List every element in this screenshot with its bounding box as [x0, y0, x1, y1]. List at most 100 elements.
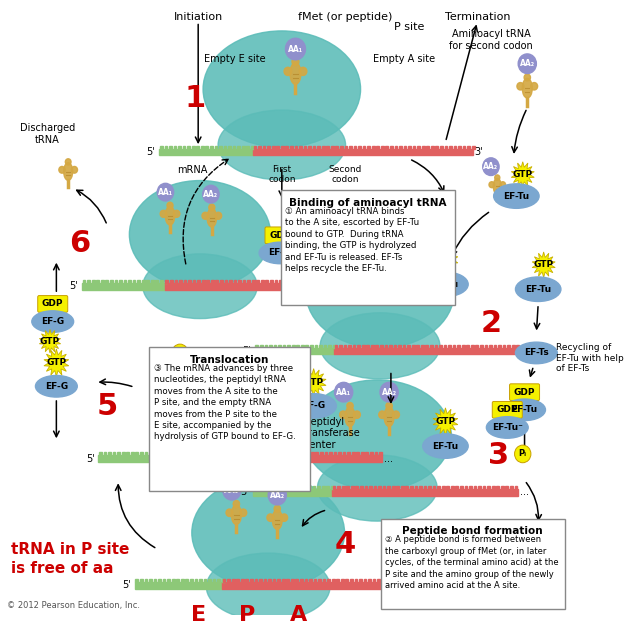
Text: EF-Tu⁻: EF-Tu⁻	[492, 423, 523, 432]
Bar	[362, 145, 366, 149]
Bar	[297, 280, 300, 283]
Ellipse shape	[240, 509, 247, 517]
Bar	[170, 280, 173, 283]
Bar	[300, 579, 303, 582]
Text: AA₁: AA₁	[158, 187, 173, 197]
Bar	[278, 345, 281, 347]
Bar	[460, 486, 463, 488]
Bar	[145, 453, 147, 455]
Bar	[202, 453, 205, 455]
Bar	[418, 579, 421, 582]
Bar	[374, 486, 376, 488]
Bar	[400, 579, 403, 582]
Ellipse shape	[340, 411, 347, 418]
Circle shape	[518, 54, 536, 73]
Text: GDP: GDP	[42, 300, 63, 308]
Bar	[498, 345, 501, 347]
Bar	[322, 486, 324, 488]
Bar	[242, 145, 245, 149]
Bar	[233, 453, 237, 455]
Bar	[288, 280, 291, 283]
Ellipse shape	[354, 411, 361, 418]
Text: Initiation: Initiation	[173, 12, 223, 22]
Bar	[245, 579, 248, 582]
Text: ...: ...	[428, 581, 436, 590]
Bar	[369, 486, 372, 488]
Bar	[137, 280, 140, 283]
Bar	[438, 486, 440, 488]
Bar	[128, 280, 131, 283]
Text: EF-G: EF-G	[45, 382, 68, 391]
Bar	[337, 486, 340, 488]
Circle shape	[332, 240, 350, 260]
Bar	[113, 453, 115, 455]
Bar	[223, 579, 225, 582]
Bar	[261, 280, 264, 283]
Bar	[396, 486, 399, 488]
Ellipse shape	[354, 269, 361, 277]
Bar	[158, 453, 161, 455]
Ellipse shape	[165, 206, 175, 225]
Bar	[264, 579, 267, 582]
Bar	[317, 486, 320, 488]
Text: ② A peptide bond is formed between
the carboxyl group of fMet (or, in later
cycl: ② A peptide bond is formed between the c…	[386, 535, 559, 590]
Bar	[371, 345, 374, 347]
Bar	[140, 453, 143, 455]
Bar	[430, 345, 433, 347]
Ellipse shape	[304, 380, 451, 490]
Ellipse shape	[238, 374, 244, 381]
Bar	[444, 145, 448, 149]
Ellipse shape	[202, 382, 208, 390]
Circle shape	[268, 485, 286, 505]
Text: Pᵢ: Pᵢ	[176, 349, 184, 357]
Text: 5': 5'	[240, 487, 249, 497]
Bar	[295, 486, 297, 488]
Bar	[431, 145, 434, 149]
Text: Recycling of
EF-Tu with help
of EF-Ts: Recycling of EF-Tu with help of EF-Ts	[557, 343, 624, 373]
Bar	[181, 579, 183, 582]
Ellipse shape	[267, 514, 274, 522]
Bar	[462, 345, 464, 347]
Bar	[304, 145, 306, 149]
Bar	[331, 486, 334, 488]
Bar	[205, 145, 208, 149]
Bar	[237, 579, 239, 582]
Bar	[225, 453, 227, 455]
Bar	[332, 488, 518, 495]
Bar	[277, 579, 280, 582]
Bar	[146, 280, 149, 283]
Bar	[257, 280, 259, 283]
Bar	[188, 453, 191, 455]
Text: tRNA in P site
is free of aa: tRNA in P site is free of aa	[11, 542, 130, 576]
Bar	[364, 579, 366, 582]
Bar	[354, 579, 357, 582]
Bar	[439, 345, 442, 347]
Bar	[496, 486, 499, 488]
Text: 5': 5'	[122, 581, 131, 590]
Bar	[238, 280, 241, 283]
Bar	[199, 579, 202, 582]
Bar	[489, 345, 492, 347]
Bar	[374, 453, 377, 455]
Bar	[267, 486, 270, 488]
Bar	[301, 345, 304, 347]
Bar	[155, 280, 158, 283]
Circle shape	[203, 186, 219, 203]
Bar	[356, 486, 358, 488]
Text: ③ The mRNA advances by three
nucleotides, the peptidyl tRNA
moves from the A sit: ③ The mRNA advances by three nucleotides…	[153, 364, 295, 441]
Circle shape	[185, 355, 203, 374]
Bar	[349, 145, 352, 149]
Bar	[329, 453, 332, 455]
Bar	[364, 486, 367, 488]
Ellipse shape	[215, 213, 222, 219]
Bar	[290, 145, 293, 149]
Bar	[320, 453, 323, 455]
Text: Empty A site: Empty A site	[374, 54, 436, 64]
Bar	[351, 486, 354, 488]
Bar	[366, 345, 369, 347]
Bar	[207, 280, 209, 283]
Bar	[342, 486, 344, 488]
FancyBboxPatch shape	[492, 401, 522, 418]
Ellipse shape	[36, 376, 77, 397]
Text: GTP: GTP	[436, 255, 456, 265]
